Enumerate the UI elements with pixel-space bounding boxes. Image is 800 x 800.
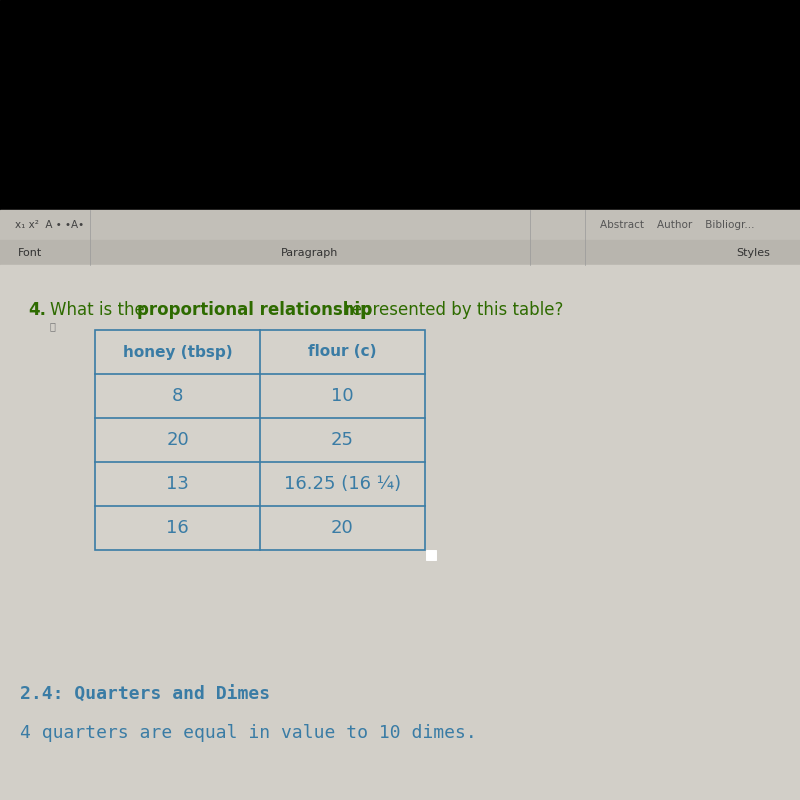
Text: ⬜: ⬜ bbox=[50, 321, 56, 331]
Bar bbox=[0, 210, 800, 240]
Text: Styles: Styles bbox=[736, 247, 770, 258]
Bar bbox=[0, 265, 800, 800]
Bar bbox=[95, 330, 425, 550]
Text: What is the: What is the bbox=[50, 301, 150, 319]
Text: 13: 13 bbox=[166, 475, 189, 493]
Text: Abstract    Author    Bibliogr...: Abstract Author Bibliogr... bbox=[600, 220, 754, 230]
Text: 4.: 4. bbox=[28, 301, 46, 319]
Text: honey (tbsp): honey (tbsp) bbox=[122, 345, 232, 359]
Text: proportional relationship: proportional relationship bbox=[137, 301, 372, 319]
Text: 16: 16 bbox=[166, 519, 189, 537]
Text: Paragraph: Paragraph bbox=[282, 247, 338, 258]
Text: 2.4: Quarters and Dimes: 2.4: Quarters and Dimes bbox=[20, 686, 270, 704]
Text: x₁ x²  A • •A•: x₁ x² A • •A• bbox=[15, 220, 84, 230]
Text: 20: 20 bbox=[166, 431, 189, 449]
Text: 16.25 (16 ¼): 16.25 (16 ¼) bbox=[284, 475, 401, 493]
Text: Font: Font bbox=[18, 247, 42, 258]
Text: 8: 8 bbox=[172, 387, 183, 405]
Text: flour (c): flour (c) bbox=[308, 345, 377, 359]
Text: 20: 20 bbox=[331, 519, 354, 537]
Text: represented by this table?: represented by this table? bbox=[340, 301, 563, 319]
Text: 25: 25 bbox=[331, 431, 354, 449]
Bar bbox=[95, 330, 425, 550]
Bar bbox=[0, 240, 800, 265]
Text: 4 quarters are equal in value to 10 dimes.: 4 quarters are equal in value to 10 dime… bbox=[20, 724, 477, 742]
Bar bbox=[0, 0, 800, 210]
Bar bbox=[426, 550, 436, 560]
Text: 10: 10 bbox=[331, 387, 354, 405]
